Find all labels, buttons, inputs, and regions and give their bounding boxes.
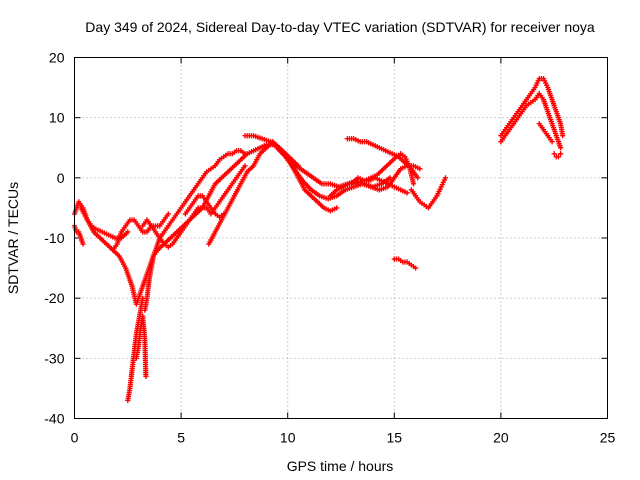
x-axis-label: GPS time / hours <box>287 458 394 474</box>
y-axis-label: SDTVAR / TECUs <box>5 182 21 294</box>
data-point <box>410 181 417 187</box>
series-track-20 <box>536 121 555 145</box>
x-tick-label: 25 <box>600 430 616 446</box>
x-tick-label: 10 <box>280 430 296 446</box>
y-tick-label: -10 <box>44 230 64 246</box>
grid-lines <box>74 57 608 419</box>
data-point <box>242 163 248 169</box>
series-track-08 <box>110 211 171 253</box>
series-track-15 <box>327 175 410 199</box>
data-point <box>442 175 449 181</box>
data-point <box>557 151 564 157</box>
x-tick-label: 0 <box>71 430 79 446</box>
chart-title: Day 349 of 2024, Sidereal Day-to-day VTE… <box>85 19 595 35</box>
y-tick-label: -30 <box>44 350 64 366</box>
data-point <box>404 190 410 196</box>
data-point <box>165 211 171 217</box>
data-point <box>555 154 562 160</box>
y-tick-label: -40 <box>44 411 64 427</box>
data-point <box>551 151 557 157</box>
plot-frame <box>74 57 608 419</box>
y-tick-label: -20 <box>44 290 64 306</box>
y-tick-labels: -40 -30 -20 -10 0 10 20 <box>44 50 64 427</box>
data-points <box>71 75 566 404</box>
series-track-19 <box>498 91 564 151</box>
series-track-05 <box>133 313 149 379</box>
data-point <box>125 229 131 235</box>
data-point <box>334 205 340 211</box>
data-point <box>417 166 423 172</box>
x-tick-label: 5 <box>177 430 185 446</box>
y-tick-label: 20 <box>49 50 65 66</box>
data-point <box>80 241 86 247</box>
series-track-21 <box>551 151 564 160</box>
data-point <box>413 265 419 271</box>
x-tick-labels: 0 5 10 15 20 25 <box>71 430 616 446</box>
y-tick-label: 10 <box>49 110 65 126</box>
data-point <box>557 145 564 151</box>
series-track-12 <box>274 145 423 202</box>
data-point <box>415 175 421 181</box>
data-point <box>560 133 566 139</box>
series-track-07 <box>140 163 248 250</box>
series-track-17 <box>408 175 449 211</box>
data-point <box>143 373 149 379</box>
series-track-06 <box>142 148 248 313</box>
series-track-16 <box>391 256 419 271</box>
data-point <box>242 151 248 157</box>
data-point <box>549 139 555 145</box>
x-tick-label: 15 <box>387 430 403 446</box>
x-tick-label: 20 <box>493 430 509 446</box>
y-tick-label: 0 <box>57 170 65 186</box>
